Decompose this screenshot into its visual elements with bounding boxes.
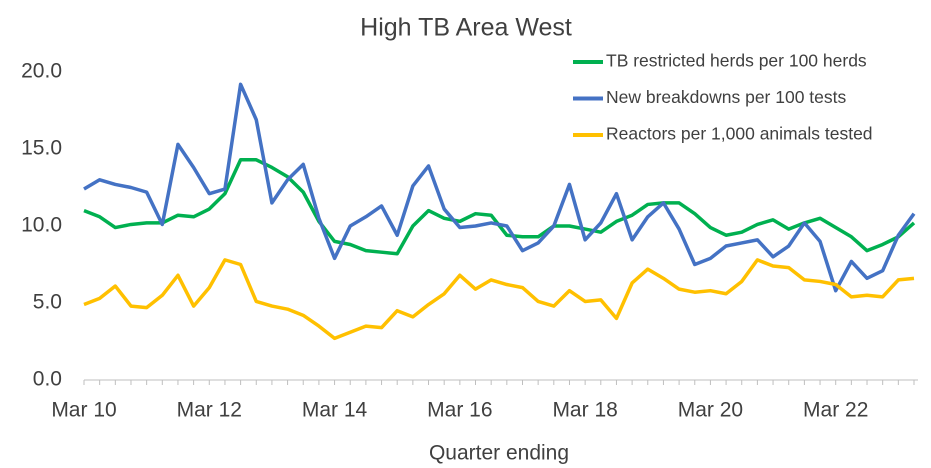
y-tick-label: 10.0 (21, 214, 62, 237)
y-tick-label: 5.0 (33, 291, 62, 314)
y-tick-label: 15.0 (21, 137, 62, 160)
series-line (83, 82, 916, 293)
x-tick-label: Mar 12 (177, 399, 242, 422)
x-tick-label: Mar 10 (51, 399, 116, 422)
x-tick-label: Mar 16 (427, 399, 492, 422)
chart-title: High TB Area West (360, 14, 572, 42)
legend-label: TB restricted herds per 100 herds (606, 51, 867, 71)
x-tick-label: Mar 14 (302, 399, 368, 422)
x-tick-label: Mar 22 (803, 399, 868, 422)
y-tick-label: 0.0 (33, 368, 62, 391)
series-line (83, 158, 916, 256)
y-tick-label: 20.0 (21, 60, 62, 83)
x-axis-label: Quarter ending (429, 442, 569, 465)
x-tick-label: Mar 18 (552, 399, 617, 422)
x-tick-label: Mar 20 (678, 399, 743, 422)
legend-label: Reactors per 1,000 animals tested (606, 124, 873, 144)
legend-label: New breakdowns per 100 tests (606, 87, 847, 107)
series-line (83, 258, 915, 341)
